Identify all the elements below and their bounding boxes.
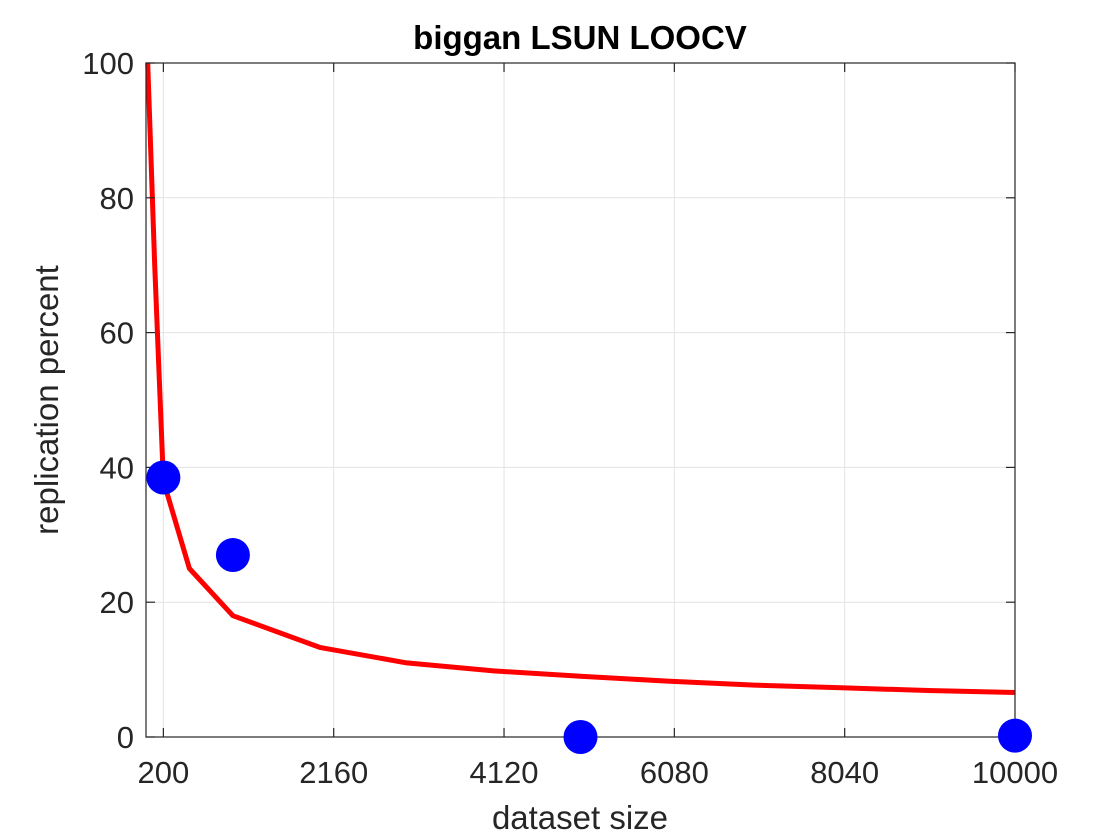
fitted-curve-line bbox=[145, 62, 1016, 695]
y-tick-label: 100 bbox=[82, 46, 134, 81]
data-point bbox=[146, 460, 181, 495]
x-tick-label: 200 bbox=[138, 755, 190, 790]
y-tick-label: 0 bbox=[117, 720, 134, 755]
data-points bbox=[146, 460, 1032, 754]
data-point bbox=[215, 538, 250, 573]
fitted-curve bbox=[145, 62, 1016, 695]
x-tick-label: 6080 bbox=[640, 755, 709, 790]
data-point bbox=[998, 718, 1032, 753]
x-tick-label: 2160 bbox=[299, 755, 368, 790]
x-tick-label: 10000 bbox=[972, 755, 1058, 790]
x-tick-label: 8040 bbox=[810, 755, 879, 790]
chart-title: biggan LSUN LOOCV bbox=[413, 19, 747, 56]
x-axis-label: dataset size bbox=[492, 799, 668, 836]
y-tick-label: 60 bbox=[100, 316, 134, 351]
y-tick-label: 20 bbox=[100, 585, 134, 620]
x-tick-label: 4120 bbox=[470, 755, 539, 790]
y-tick-label: 80 bbox=[100, 181, 134, 216]
y-axis-label: replication percent bbox=[28, 265, 65, 535]
plot-area bbox=[146, 63, 1015, 737]
y-tick-label: 40 bbox=[100, 450, 134, 485]
data-point bbox=[563, 720, 598, 754]
